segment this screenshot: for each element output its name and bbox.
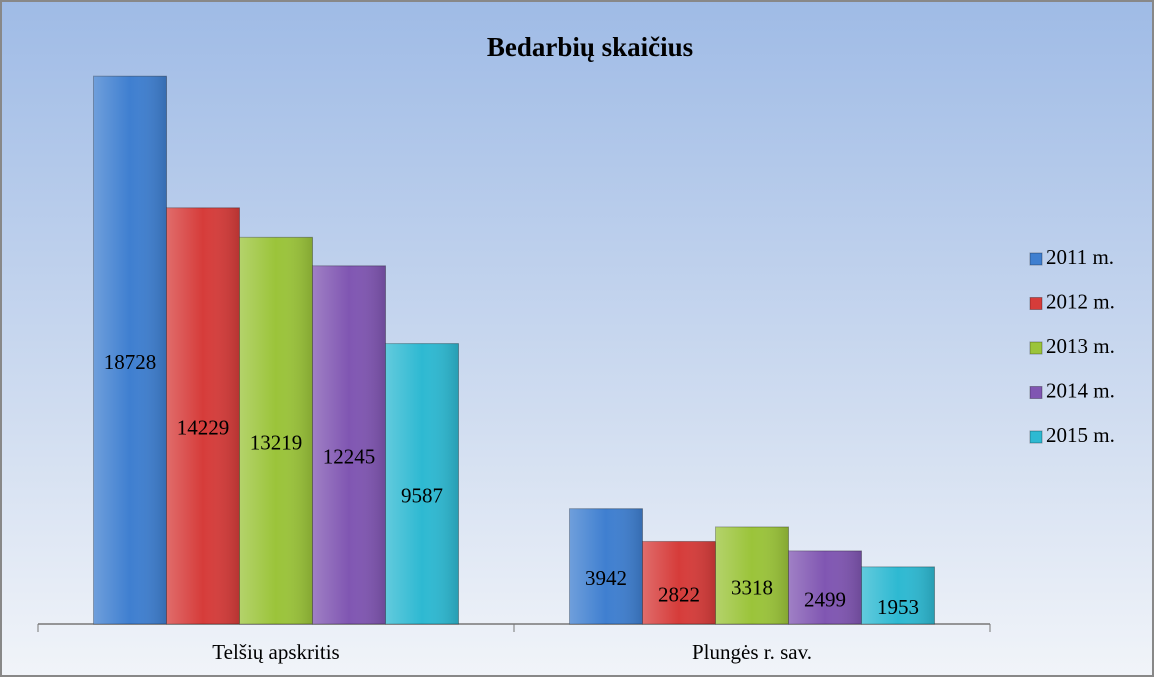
bar-shine: [385, 343, 459, 624]
legend-label: 2011 m.: [1046, 245, 1114, 269]
bar-shine: [788, 550, 862, 624]
legend-label: 2015 m.: [1046, 423, 1115, 447]
legend-swatch: [1029, 252, 1043, 266]
legend-label: 2012 m.: [1046, 289, 1115, 313]
data-label: 2499: [804, 587, 846, 611]
legend-label: 2014 m.: [1046, 378, 1115, 402]
data-label: 12245: [323, 445, 376, 469]
data-label: 1953: [877, 595, 919, 619]
data-label: 2822: [658, 583, 700, 607]
bar-shine: [569, 508, 643, 624]
bar-shine: [166, 207, 240, 624]
bar-shine: [312, 265, 386, 624]
legend-label: 2013 m.: [1046, 334, 1115, 358]
data-label: 3318: [731, 575, 773, 599]
legend-swatch: [1029, 341, 1043, 355]
data-label: 18728: [104, 350, 157, 374]
data-label: 9587: [401, 484, 443, 508]
bar-shine: [642, 541, 716, 624]
bar-shine: [861, 566, 935, 624]
x-tick-label: Plungės r. sav.: [692, 640, 812, 664]
chart-title: Bedarbių skaičius: [487, 32, 693, 62]
legend-swatch: [1029, 297, 1043, 310]
bar-shine: [239, 237, 313, 625]
data-label: 3942: [585, 566, 627, 590]
x-tick-label: Telšių apskritis: [212, 640, 339, 664]
bar-shine: [715, 526, 789, 624]
bar-shine: [93, 76, 167, 625]
legend-swatch: [1029, 430, 1043, 444]
legend-swatch: [1029, 386, 1043, 399]
data-label: 13219: [250, 430, 303, 454]
data-label: 14229: [177, 416, 230, 440]
